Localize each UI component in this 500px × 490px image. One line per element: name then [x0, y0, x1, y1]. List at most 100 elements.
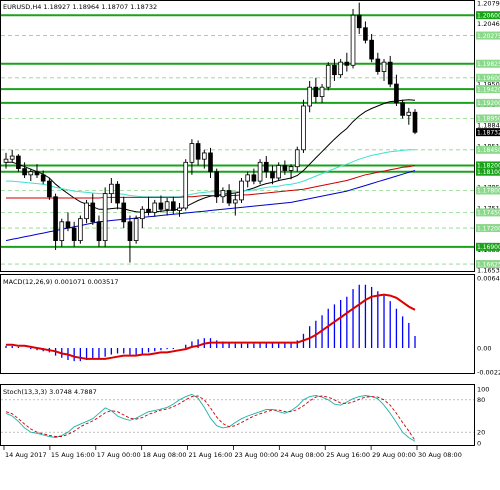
candle-body — [325, 64, 331, 88]
candle-body — [34, 171, 40, 176]
price-label-box — [476, 161, 500, 170]
time-axis-label: 24 Aug 08:00 — [280, 451, 324, 459]
candle-body — [22, 168, 27, 176]
candle-body — [16, 155, 21, 169]
time-axis-label: 29 Aug 00:00 — [372, 451, 416, 459]
candle-body — [121, 202, 127, 223]
price-label-text: 1.20275 — [477, 33, 500, 40]
candle-body — [344, 61, 350, 66]
candle-body — [109, 183, 114, 195]
candle-body — [208, 152, 213, 173]
price-pane: 1.207951.204651.198301.195001.191701.188… — [1, 0, 500, 274]
candle-body — [257, 161, 263, 182]
macd-pane-frame — [0, 274, 475, 374]
time-axis-label: 30 Aug 08:00 — [418, 451, 462, 459]
price-label-box — [476, 98, 500, 107]
candle-body — [294, 149, 300, 168]
candle-body — [394, 83, 399, 104]
candle-body — [214, 171, 220, 198]
candle-body — [146, 208, 151, 213]
time-axis-label: 15 Aug 16:00 — [51, 451, 95, 459]
price-label-box — [476, 114, 500, 123]
moving-average-line — [6, 165, 416, 199]
price-label-text: 1.18100 — [477, 169, 500, 176]
stoch-line — [5, 395, 416, 441]
price-label-text: 1.16625 — [477, 261, 500, 268]
candle-body — [375, 58, 381, 72]
candle-body — [133, 218, 139, 241]
candle-body — [28, 171, 34, 176]
stoch-tick-label: 0 — [477, 439, 481, 447]
main-pane-frame — [0, 0, 475, 272]
price-label-box — [476, 11, 500, 20]
macd-tick-label: 0.006418 — [477, 274, 500, 282]
candle-body — [301, 105, 306, 151]
price-label-box — [476, 145, 500, 154]
candle-body — [350, 14, 356, 66]
candle-body — [400, 102, 405, 116]
candle-body — [406, 111, 412, 116]
candle-body — [78, 218, 83, 241]
price-label-box — [476, 167, 500, 176]
candle-body — [270, 171, 275, 179]
price-label-text: 1.19825 — [477, 61, 500, 68]
candle-body — [381, 61, 387, 72]
price-label-box — [476, 59, 500, 68]
stoch-tick-label: 20 — [477, 429, 485, 437]
time-axis: 14 Aug 2017 15 Aug 16:00 17 Aug 00:00 18 Au… — [3, 446, 462, 459]
candle-body — [201, 152, 207, 160]
price-label-box — [476, 73, 500, 82]
candle-body — [307, 86, 312, 107]
price-label-text: 1.19200 — [477, 100, 500, 107]
price-label-text: 1.17200 — [477, 225, 500, 232]
candle-body — [158, 202, 164, 210]
macd-signal-line — [6, 293, 416, 360]
candle-body — [3, 158, 9, 163]
price-label-text: 1.18200 — [477, 163, 500, 170]
candle-body — [127, 221, 133, 241]
candle-body — [226, 190, 232, 204]
price-label-box — [476, 260, 500, 269]
candle-body — [183, 161, 189, 209]
price-label-text: 1.17800 — [477, 188, 500, 195]
price-label-box — [476, 128, 500, 137]
time-axis-label: 21 Aug 16:00 — [189, 451, 233, 459]
candle-body — [245, 174, 251, 182]
price-label-text: 1.18950 — [477, 116, 500, 123]
candle-body — [59, 221, 65, 241]
candle-body — [170, 201, 176, 211]
price-label-text: 1.20600 — [477, 12, 500, 19]
candle-body — [47, 180, 52, 198]
candle-body — [71, 227, 77, 241]
candle-body — [90, 202, 96, 223]
price-tick-label: 1.18840 — [477, 122, 500, 130]
price-label-box — [476, 186, 500, 195]
candle-body — [363, 27, 368, 41]
price-label-text: 1.19600 — [477, 75, 500, 82]
candle-body — [84, 202, 89, 220]
candle-body — [65, 221, 71, 229]
candle-body — [220, 190, 226, 198]
price-tick-label: 1.20795 — [477, 0, 500, 7]
candle-body — [369, 39, 374, 60]
candle-body — [276, 165, 281, 179]
stoch-pane-frame — [0, 384, 475, 446]
candle-body — [40, 174, 46, 182]
candle-body — [152, 202, 158, 213]
price-label-text: 1.17450 — [477, 210, 500, 217]
candle-body — [177, 207, 182, 211]
price-label-box — [476, 208, 500, 217]
price-label-text: 1.19420 — [477, 86, 500, 93]
candle-body — [115, 183, 120, 204]
price-label-text: 1.18450 — [477, 147, 500, 154]
candle-body — [189, 143, 195, 163]
price-label-box — [476, 31, 500, 40]
candle-body — [96, 221, 102, 241]
candle-body — [338, 61, 343, 76]
macd-tick-label: -0.002206 — [477, 368, 500, 376]
candle-body — [239, 180, 244, 201]
candle-body — [102, 193, 108, 241]
time-axis-label: 25 Aug 16:00 — [326, 451, 370, 459]
candle-body — [232, 199, 238, 204]
